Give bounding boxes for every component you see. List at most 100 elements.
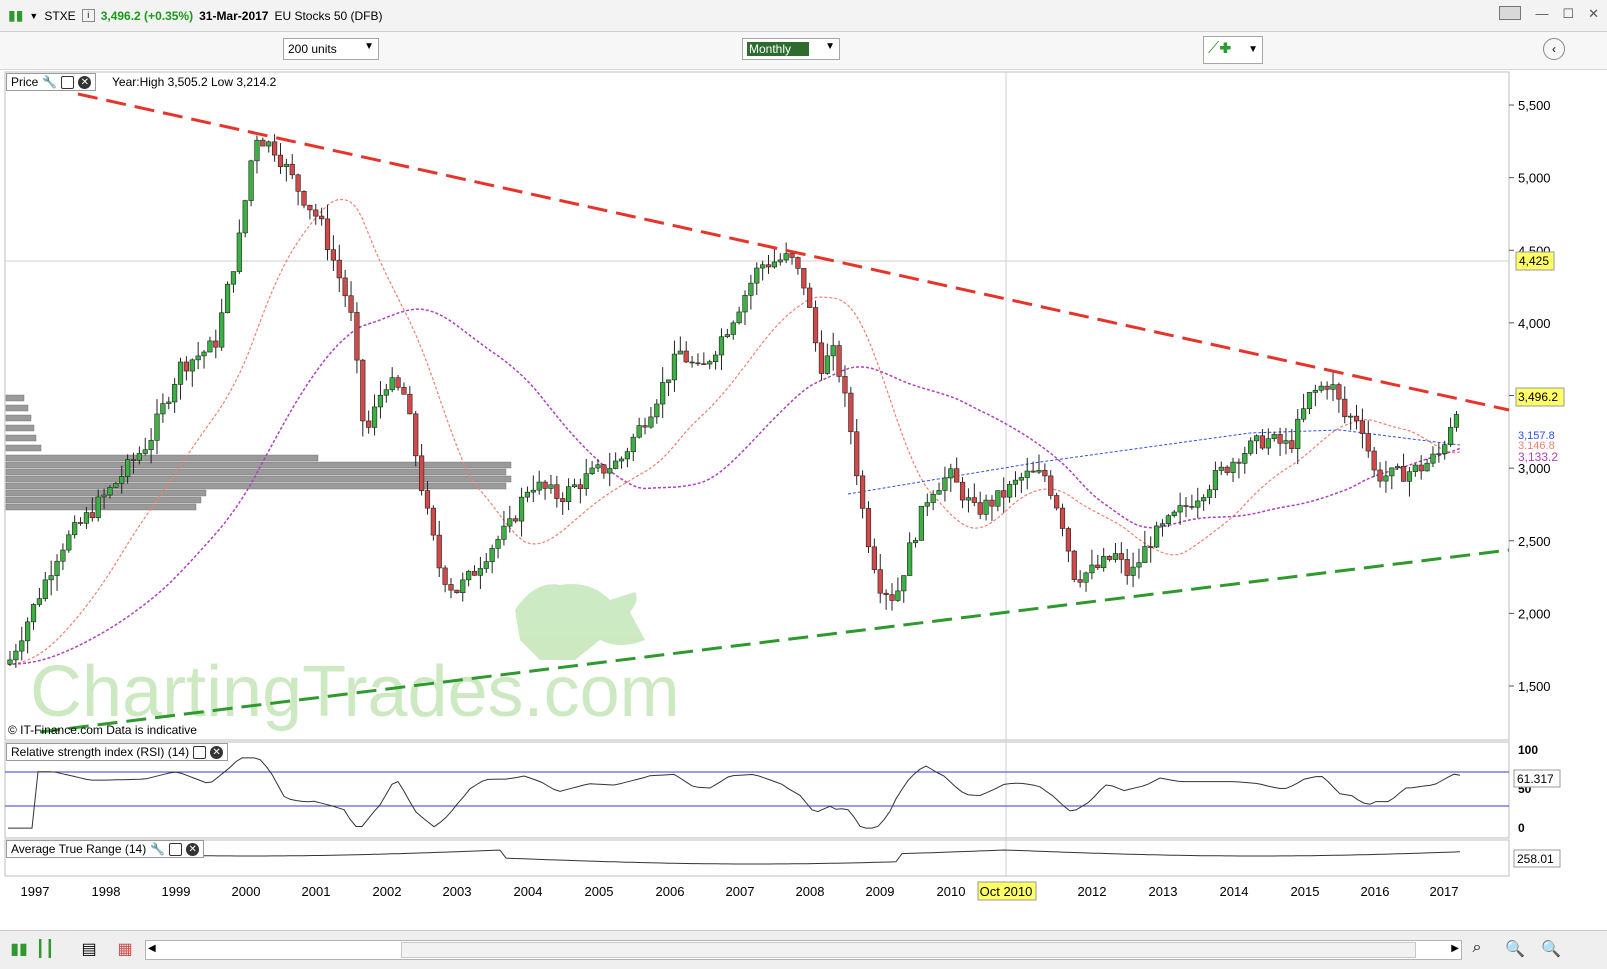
window-icon[interactable] xyxy=(193,745,207,759)
candle-bearish xyxy=(854,431,860,477)
candle-bearish xyxy=(454,589,460,594)
candle-bearish xyxy=(1189,506,1195,508)
candle-bullish xyxy=(248,160,254,201)
candle-bullish xyxy=(948,468,954,479)
close-icon[interactable]: ✕ xyxy=(186,842,200,856)
candle-bullish xyxy=(1389,467,1395,477)
wrench-icon[interactable]: 🔧 xyxy=(150,842,166,856)
info-icon[interactable]: i xyxy=(81,9,95,22)
candle-bullish xyxy=(1165,515,1171,524)
candle-bearish xyxy=(407,393,413,415)
table-icon[interactable]: ▤ xyxy=(81,941,97,958)
time-tick-label: 2005 xyxy=(585,884,614,899)
candles-icon[interactable]: ▮▮ xyxy=(10,941,28,958)
close-chart-icon[interactable]: ‹ xyxy=(1543,38,1565,60)
zoom-out-icon[interactable]: 🔍 xyxy=(1505,941,1525,958)
candle-bullish xyxy=(30,604,37,623)
candle-bearish xyxy=(871,546,877,570)
candle-bearish xyxy=(642,425,648,428)
chart-canvas[interactable]: ChartingTrades.com 5,5005,0004,5004,0003… xyxy=(0,70,1607,930)
time-tick-label: 2007 xyxy=(726,884,755,899)
candle-bearish xyxy=(1289,440,1295,449)
candle-bullish xyxy=(1177,505,1183,513)
candle-bullish xyxy=(1171,511,1177,516)
candle-bullish xyxy=(483,561,489,569)
candle-bullish xyxy=(1436,453,1442,455)
candle-bullish xyxy=(477,568,484,576)
indicators-button[interactable]: ⟋✚ ▼ xyxy=(1203,36,1263,64)
candle-bullish xyxy=(1265,438,1271,449)
price-panel-label[interactable]: Price 🔧 ✕ xyxy=(6,73,97,91)
crosshair-price-marker xyxy=(1515,251,1555,271)
wrench-icon[interactable]: 🔧 xyxy=(42,75,58,89)
scroll-right-icon[interactable]: ▶ xyxy=(1451,943,1459,954)
minimize-icon[interactable]: — xyxy=(1535,6,1549,21)
candle-bullish xyxy=(1248,440,1254,454)
candle-bullish xyxy=(530,489,536,493)
indicators-icon: ⟋✚ xyxy=(1208,40,1232,57)
candle-bearish xyxy=(213,340,219,348)
keyboard-icon[interactable] xyxy=(1499,6,1522,20)
candle-bearish xyxy=(1277,434,1283,444)
support-trendline[interactable] xyxy=(39,548,1510,734)
chart-area[interactable]: ChartingTrades.com 5,500 5,000 4,500 4,000 3… xyxy=(0,70,1607,930)
time-tick-label: 1999 xyxy=(162,884,191,899)
close-icon[interactable]: ✕ xyxy=(78,75,92,89)
scroll-left-icon[interactable]: ◀ xyxy=(148,943,156,954)
close-icon[interactable]: ✕ xyxy=(1588,6,1599,21)
candle-bullish xyxy=(125,459,131,477)
scroll-thumb[interactable] xyxy=(401,942,1416,958)
candle-bullish xyxy=(636,425,642,438)
candle-bearish xyxy=(289,163,295,176)
units-value: 200 units xyxy=(288,42,337,56)
candle-bearish xyxy=(1324,385,1330,390)
volume-profile-bar xyxy=(5,434,37,442)
ma-purple-label: 3,133.2 xyxy=(1518,450,1558,464)
zoom-fit-icon[interactable]: ⌕ xyxy=(1472,939,1482,956)
zoom-in-icon[interactable]: 🔍 xyxy=(1541,941,1561,958)
chart-type-icon[interactable]: ▮▮ xyxy=(8,7,24,23)
candle-bearish xyxy=(1400,466,1407,482)
symbol-label: STXE xyxy=(44,8,76,23)
candle-bullish xyxy=(466,571,472,581)
maximize-icon[interactable]: ☐ xyxy=(1562,6,1575,21)
candle-bullish xyxy=(1271,434,1277,439)
candle-bullish xyxy=(571,484,578,487)
pattern-icon[interactable]: ▦ xyxy=(117,941,133,958)
bar-chart-icon[interactable]: ┃┃ xyxy=(35,941,55,958)
time-scrollbar[interactable]: ◀ ▶ xyxy=(145,940,1462,960)
rsi-label: Relative strength index (RSI) (14) xyxy=(11,745,190,759)
candle-bearish xyxy=(1342,398,1348,417)
candle-bullish xyxy=(154,413,160,441)
rsi-panel-label[interactable]: Relative strength index (RSI) (14) ✕ xyxy=(6,743,229,761)
candle-bearish xyxy=(1353,415,1360,422)
chart-toolbar: 200 units ▼ Monthly ▼ ⟋✚ ▼ ‹ xyxy=(0,32,1607,70)
candle-bullish xyxy=(1306,392,1313,409)
timeframe-value: Monthly xyxy=(747,42,810,56)
candle-bullish xyxy=(236,232,242,272)
volume-profile-bar xyxy=(5,404,29,412)
candle-bearish xyxy=(1124,559,1130,576)
price-tick-label: 1,500 xyxy=(1518,679,1551,694)
candle-bearish xyxy=(689,361,695,364)
candle-bullish xyxy=(595,464,601,469)
dropdown-arrow-icon[interactable]: ▼ xyxy=(29,10,39,21)
candle-bullish xyxy=(389,377,395,391)
resistance-trendline[interactable] xyxy=(77,92,1510,412)
candle-bearish xyxy=(789,253,795,258)
candle-bearish xyxy=(1183,505,1189,507)
chevron-down-icon: ▼ xyxy=(1248,44,1258,55)
candle-bullish xyxy=(195,355,201,361)
close-icon[interactable]: ✕ xyxy=(210,745,224,759)
candle-bullish xyxy=(965,497,972,501)
window-icon[interactable] xyxy=(61,75,75,89)
timeframe-select[interactable]: Monthly ▼ xyxy=(742,38,840,60)
candle-bullish xyxy=(548,484,554,489)
candle-bullish xyxy=(1442,444,1448,454)
time-tick-label: 1998 xyxy=(92,884,121,899)
units-select[interactable]: 200 units ▼ xyxy=(283,38,379,60)
title-bar: ▮▮ ▼ STXE i 3,496.2 (+0.35%) 31-Mar-2017… xyxy=(0,0,1607,32)
rsi-tick-100: 100 xyxy=(1518,743,1538,757)
window-icon[interactable] xyxy=(169,842,183,856)
atr-panel-label[interactable]: Average True Range (14) 🔧 ✕ xyxy=(6,840,205,858)
